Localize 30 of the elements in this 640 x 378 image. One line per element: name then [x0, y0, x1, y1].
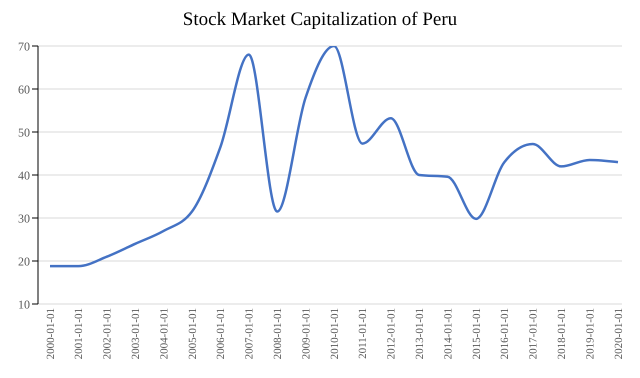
x-tick-label: 2017-01-01: [528, 308, 540, 360]
x-tick-label: 2010-01-01: [328, 308, 341, 360]
y-tick-label: 40: [18, 168, 30, 182]
x-tick-label: 2002-01-01: [102, 308, 114, 360]
x-tick-label: 2000-01-01: [44, 308, 57, 360]
y-tick-label: 30: [18, 211, 30, 226]
x-tick-label: 2009-01-01: [300, 308, 312, 360]
x-tick-label: 2019-01-01: [584, 308, 596, 360]
x-tick-label: 2004-01-01: [158, 308, 170, 360]
x-tick-label: 2012-01-01: [386, 308, 398, 360]
y-tick-label: 70: [18, 39, 30, 54]
x-tick-label: 2006-01-01: [215, 308, 228, 360]
x-tick-label: 2016-01-01: [499, 308, 512, 360]
x-tick-label: 2018-01-01: [556, 308, 568, 360]
y-tick-label: 50: [18, 125, 30, 140]
y-tick-label: 60: [18, 82, 30, 96]
chart-title: Stock Market Capitalization of Peru: [182, 8, 458, 32]
x-tick-label: 2020-01-01: [612, 308, 625, 360]
x-tick-label: 2007-01-01: [244, 308, 256, 360]
x-tick-label: 2001-01-01: [73, 308, 86, 360]
x-tick-label: 2003-01-01: [130, 308, 142, 360]
x-tick-label: 2014-01-01: [442, 308, 454, 360]
x-tick-label: 2005-01-01: [186, 308, 199, 360]
x-tick-label: 2008-01-01: [272, 308, 284, 360]
x-tick-label: 2011-01-01: [357, 308, 370, 359]
y-tick-label: 10: [18, 297, 30, 312]
y-tick-label: 20: [18, 254, 30, 268]
x-tick-label: 2013-01-01: [414, 308, 426, 360]
x-tick-label: 2015-01-01: [470, 308, 483, 360]
line-series: [48, 46, 620, 268]
